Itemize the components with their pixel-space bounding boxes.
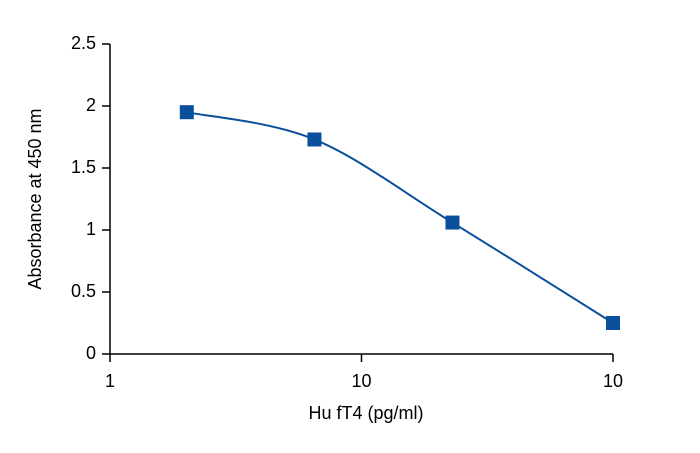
x-tick-label: 1 (105, 371, 115, 391)
y-tick-label: 2 (86, 95, 96, 115)
y-tick-label: 0 (86, 343, 96, 363)
y-axis-label: Absorbance at 450 nm (25, 108, 45, 289)
data-point (606, 316, 620, 330)
y-tick-label: 0.5 (71, 281, 96, 301)
y-tick-label: 2.5 (71, 33, 96, 53)
data-point (307, 132, 322, 147)
data-point (179, 105, 194, 120)
x-tick-label: 10 (351, 371, 371, 391)
series-line (186, 111, 614, 324)
data-point (445, 215, 460, 230)
x-tick-label: 10 (603, 371, 623, 391)
x-axis-label: Hu fT4 (pg/ml) (308, 403, 423, 423)
y-tick-label: 1 (86, 219, 96, 239)
y-tick-label: 1.5 (71, 157, 96, 177)
